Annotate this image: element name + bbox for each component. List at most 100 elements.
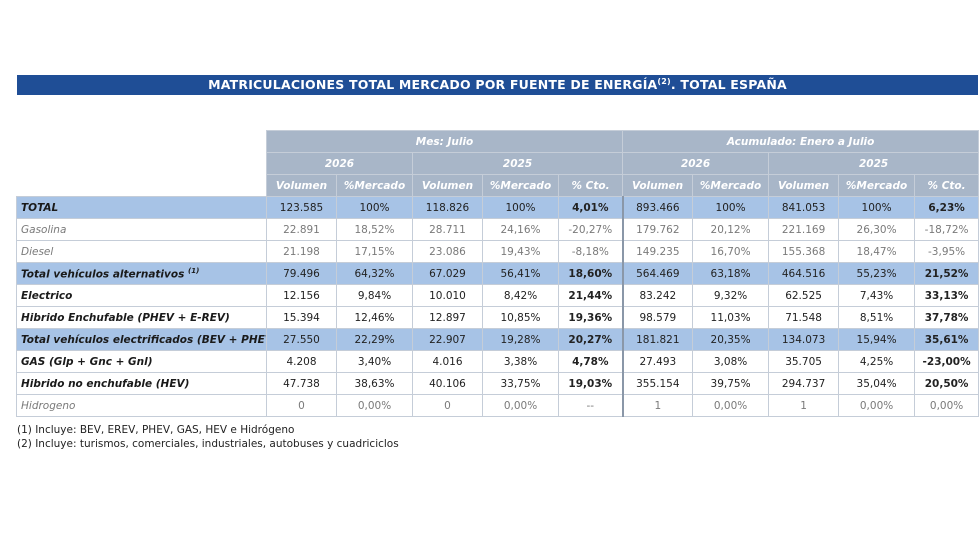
cell-volumen-2025-acum: 35.705 (768, 350, 840, 373)
cell-mercado-2026-mes: 38,63% (336, 372, 413, 395)
header-year-current-ytd: 2026 (622, 152, 770, 175)
row-label-text: Diesel (21, 245, 54, 258)
cell-volumen-2026-acum: 564.469 (621, 262, 694, 285)
col-mercado: %Mercado (336, 174, 413, 197)
cell-mercado-2025-acum: 7,43% (838, 284, 916, 307)
cell-cto-acum: 33,13% (914, 284, 980, 307)
row-label: TOTAL (16, 196, 267, 219)
row-label-text: Total vehículos alternativos (21, 268, 185, 281)
cell-mercado-2025-acum: 35,04% (838, 372, 916, 395)
cell-volumen-2026-acum: 181.821 (621, 328, 694, 351)
col-cto: % Cto. (557, 174, 624, 197)
cell-volumen-2025-acum: 841.053 (768, 196, 840, 219)
table-row: Hibrido Enchufable (PHEV + E-REV) 15.394 1… (16, 306, 980, 329)
cell-cto-mes: -8,18% (557, 240, 624, 263)
cell-mercado-2026-mes: 22,29% (336, 328, 413, 351)
row-label: Total vehículos electrificados (BEV + PH… (16, 328, 267, 351)
col-cto: % Cto. (914, 174, 980, 197)
table-row: TOTAL 123.585 100% 118.826 100% 4,01% 893.466 1… (16, 196, 980, 219)
cell-mercado-2025-mes: 24,16% (482, 218, 559, 241)
cell-volumen-2026-mes: 22.891 (266, 218, 337, 241)
cell-volumen-2026-acum: 27.493 (621, 350, 694, 373)
cell-cto-mes: 4,78% (557, 350, 624, 373)
cell-cto-mes: 19,36% (557, 306, 624, 329)
cell-mercado-2026-acum: 20,35% (692, 328, 770, 351)
cell-volumen-2025-acum: 62.525 (768, 284, 840, 307)
cell-mercado-2025-mes: 8,42% (482, 284, 559, 307)
cell-mercado-2025-mes: 56,41% (482, 262, 559, 285)
title-footnote-ref: (2) (657, 76, 671, 86)
cell-cto-mes: -20,27% (557, 218, 624, 241)
cell-volumen-2025-mes: 10.010 (412, 284, 483, 307)
cell-mercado-2026-acum: 39,75% (692, 372, 770, 395)
cell-volumen-2025-mes: 0 (412, 394, 483, 417)
cell-volumen-2026-mes: 12.156 (266, 284, 337, 307)
cell-mercado-2026-acum: 9,32% (692, 284, 770, 307)
header-year-prev-ytd: 2025 (768, 152, 980, 175)
cell-mercado-2026-acum: 0,00% (692, 394, 770, 417)
cell-mercado-2026-mes: 0,00% (336, 394, 413, 417)
col-volumen: Volumen (412, 174, 483, 197)
cell-mercado-2026-acum: 11,03% (692, 306, 770, 329)
col-volumen: Volumen (622, 174, 694, 197)
row-label: Gasolina (16, 218, 267, 241)
cell-cto-mes: 4,01% (557, 196, 624, 219)
cell-mercado-2025-mes: 33,75% (482, 372, 559, 395)
row-label: Electrico (16, 284, 267, 307)
table-row: GAS (Glp + Gnc + Gnl) 4.208 3,40% 4.016 3,38… (16, 350, 980, 373)
cell-cto-acum: -3,95% (914, 240, 980, 263)
cell-mercado-2026-acum: 16,70% (692, 240, 770, 263)
cell-mercado-2025-mes: 19,28% (482, 328, 559, 351)
cell-volumen-2025-mes: 4.016 (412, 350, 483, 373)
row-label-text: Hibrido no enchufable (HEV) (21, 377, 190, 390)
row-label: GAS (Glp + Gnc + Gnl) (16, 350, 267, 373)
cell-volumen-2026-mes: 15.394 (266, 306, 337, 329)
cell-mercado-2026-acum: 100% (692, 196, 770, 219)
header-row-columns: Volumen %Mercado Volumen %Mercado % Cto.… (16, 174, 980, 197)
cell-mercado-2025-acum: 26,30% (838, 218, 916, 241)
header-row-years: 2026 2025 2026 2025 (16, 152, 980, 175)
cell-mercado-2025-mes: 3,38% (482, 350, 559, 373)
footnote-2: (2) Incluye: turismos, comerciales, indu… (17, 438, 399, 450)
cell-cto-acum: -18,72% (914, 218, 980, 241)
cell-volumen-2025-acum: 134.073 (768, 328, 840, 351)
header-ytd: Acumulado: Enero a Julio (622, 130, 980, 153)
cell-mercado-2025-acum: 8,51% (838, 306, 916, 329)
header-year-current: 2026 (266, 152, 413, 175)
cell-volumen-2026-acum: 149.235 (621, 240, 694, 263)
cell-mercado-2025-acum: 15,94% (838, 328, 916, 351)
cell-volumen-2026-acum: 83.242 (621, 284, 694, 307)
row-label: Hibrido no enchufable (HEV) (16, 372, 267, 395)
footnotes: (1) Incluye: BEV, EREV, PHEV, GAS, HEV e… (17, 423, 399, 451)
cell-cto-acum: 21,52% (914, 262, 980, 285)
cell-mercado-2026-mes: 100% (336, 196, 413, 219)
row-label: Hidrogeno (16, 394, 267, 417)
row-label-text: GAS (Glp + Gnc + Gnl) (21, 355, 153, 368)
cell-mercado-2025-acum: 55,23% (838, 262, 916, 285)
cell-volumen-2025-mes: 23.086 (412, 240, 483, 263)
cell-mercado-2025-mes: 100% (482, 196, 559, 219)
cell-mercado-2026-mes: 18,52% (336, 218, 413, 241)
row-label-text: Electrico (21, 289, 73, 302)
cell-volumen-2026-acum: 355.154 (621, 372, 694, 395)
cell-volumen-2025-mes: 28.711 (412, 218, 483, 241)
cell-mercado-2026-mes: 64,32% (336, 262, 413, 285)
cell-volumen-2025-acum: 221.169 (768, 218, 840, 241)
cell-volumen-2026-mes: 47.738 (266, 372, 337, 395)
cell-cto-mes: 21,44% (557, 284, 624, 307)
row-label-text: Gasolina (21, 223, 67, 236)
row-label-text: Hibrido Enchufable (PHEV + E-REV) (21, 311, 230, 324)
cell-volumen-2026-acum: 1 (621, 394, 694, 417)
cell-volumen-2025-acum: 294.737 (768, 372, 840, 395)
cell-volumen-2025-mes: 22.907 (412, 328, 483, 351)
cell-volumen-2025-acum: 155.368 (768, 240, 840, 263)
cell-cto-acum: 20,50% (914, 372, 980, 395)
cell-cto-acum: -23,00% (914, 350, 980, 373)
cell-volumen-2025-mes: 67.029 (412, 262, 483, 285)
cell-volumen-2025-mes: 40.106 (412, 372, 483, 395)
cell-mercado-2026-mes: 3,40% (336, 350, 413, 373)
cell-volumen-2026-mes: 123.585 (266, 196, 337, 219)
cell-volumen-2026-acum: 893.466 (621, 196, 694, 219)
title-suffix: . TOTAL ESPAÑA (670, 77, 787, 92)
header-year-prev: 2025 (411, 152, 624, 175)
